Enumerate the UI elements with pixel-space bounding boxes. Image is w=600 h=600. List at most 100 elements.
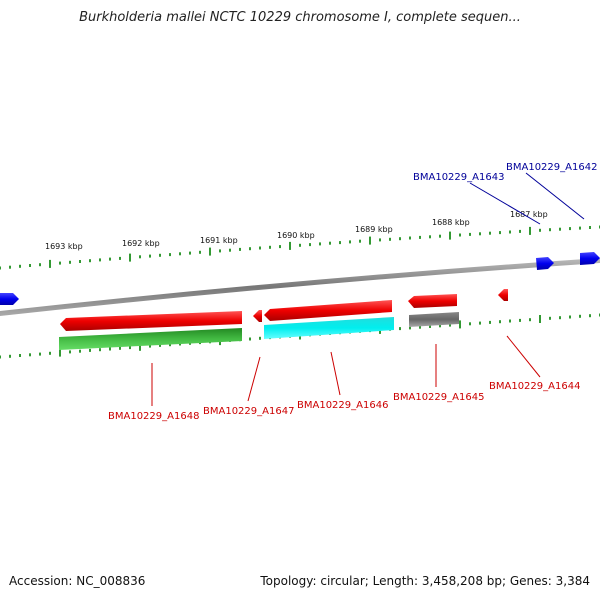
gene-label-BMA10229_A1647[interactable]: BMA10229_A1647 bbox=[203, 406, 294, 417]
genome-summary-text: Topology: circular; Length: 3,458,208 bp… bbox=[260, 574, 590, 588]
upper-scale-minor-tick bbox=[489, 231, 491, 235]
leader-line-A1646 bbox=[330, 351, 341, 396]
upper-scale-minor-tick bbox=[589, 226, 591, 229]
upper-scale-minor-tick bbox=[119, 256, 121, 260]
upper-scale-major-tick bbox=[449, 231, 451, 240]
gene-feature-BMA10229_A1648[interactable] bbox=[60, 311, 242, 331]
upper-scale-minor-tick bbox=[409, 236, 411, 240]
gene-feature-BMA10229_A1646[interactable] bbox=[264, 300, 392, 321]
gene-feature-forward-left[interactable] bbox=[0, 293, 19, 305]
scale-label-1690: 1690 kbp bbox=[277, 231, 315, 240]
upper-scale-minor-tick bbox=[79, 260, 81, 263]
upper-scale-minor-tick bbox=[299, 243, 301, 247]
upper-scale-minor-tick bbox=[349, 240, 351, 244]
upper-scale-minor-tick bbox=[149, 254, 151, 258]
gene-label-BMA10229_A1642[interactable]: BMA10229_A1642 bbox=[506, 162, 597, 173]
lower-scale-major-tick bbox=[59, 348, 61, 357]
upper-scale-minor-tick bbox=[39, 263, 41, 267]
gene-label-BMA10229_A1644[interactable]: BMA10229_A1644 bbox=[489, 381, 580, 392]
upper-scale-minor-tick bbox=[169, 253, 171, 257]
scale-label-1692: 1692 kbp bbox=[122, 239, 160, 248]
lower-scale-minor-tick bbox=[509, 319, 511, 323]
upper-scale-minor-tick bbox=[179, 252, 181, 256]
upper-scale-minor-tick bbox=[29, 264, 31, 267]
accession-text: Accession: NC_008836 bbox=[9, 574, 146, 588]
upper-scale-major-tick bbox=[289, 241, 291, 250]
lower-scale-minor-tick bbox=[129, 346, 131, 350]
lower-scale-minor-tick bbox=[409, 326, 411, 330]
upper-scale-minor-tick bbox=[399, 237, 401, 241]
upper-scale-minor-tick bbox=[379, 238, 381, 242]
upper-scale-minor-tick bbox=[99, 258, 101, 262]
upper-scale-minor-tick bbox=[469, 232, 471, 236]
upper-scale-minor-tick bbox=[499, 231, 501, 235]
upper-scale-minor-tick bbox=[309, 243, 311, 247]
lower-scale-minor-tick bbox=[259, 336, 261, 340]
gene-feature-BMA10229_A1645[interactable] bbox=[408, 294, 457, 308]
lower-scale-minor-tick bbox=[39, 352, 41, 356]
lower-scale-major-tick bbox=[539, 315, 541, 323]
gene-feature-BMA10229_A1642[interactable] bbox=[580, 252, 600, 265]
lower-scale-minor-tick bbox=[169, 343, 171, 347]
upper-scale-minor-tick bbox=[389, 237, 391, 241]
upper-scale-minor-tick bbox=[59, 261, 61, 265]
lower-scale-minor-tick bbox=[9, 354, 11, 358]
gene-label-BMA10229_A1645[interactable]: BMA10229_A1645 bbox=[393, 392, 484, 403]
gene-feature-BMA10229_A1647[interactable] bbox=[253, 310, 262, 322]
gene-label-BMA10229_A1643[interactable]: BMA10229_A1643 bbox=[413, 172, 504, 183]
gene-feature-BMA10229_A1644[interactable] bbox=[498, 289, 508, 301]
upper-scale-minor-tick bbox=[19, 264, 21, 268]
lower-scale-minor-tick bbox=[449, 323, 451, 327]
upper-scale-minor-tick bbox=[159, 253, 161, 257]
upper-scale-minor-tick bbox=[459, 233, 461, 237]
lower-scale-minor-tick bbox=[89, 348, 91, 352]
upper-scale-minor-tick bbox=[239, 247, 241, 251]
lower-scale-minor-tick bbox=[399, 327, 401, 331]
upper-scale-major-tick bbox=[49, 259, 51, 268]
lower-scale-minor-tick bbox=[549, 316, 551, 320]
cds-feature-cyan[interactable] bbox=[264, 317, 394, 339]
lower-scale-minor-tick bbox=[479, 321, 481, 325]
scale-label-1691: 1691 kbp bbox=[200, 236, 238, 245]
upper-scale-minor-tick bbox=[329, 241, 331, 245]
lower-scale-major-tick bbox=[139, 342, 141, 351]
gene-feature-BMA10229_A1643[interactable] bbox=[536, 257, 554, 270]
gene-label-BMA10229_A1648[interactable]: BMA10229_A1648 bbox=[108, 411, 199, 422]
cds-feature-green[interactable] bbox=[59, 328, 242, 350]
lower-scale-minor-tick bbox=[99, 348, 101, 352]
upper-scale-ring bbox=[0, 225, 600, 270]
upper-scale-minor-tick bbox=[269, 245, 271, 249]
upper-scale-minor-tick bbox=[199, 250, 201, 254]
upper-scale-minor-tick bbox=[219, 249, 221, 253]
scale-label-1689: 1689 kbp bbox=[355, 225, 393, 234]
upper-scale-minor-tick bbox=[339, 241, 341, 245]
scale-label-1687: 1687 kbp bbox=[510, 210, 548, 219]
lower-scale-minor-tick bbox=[439, 324, 441, 328]
lower-scale-minor-tick bbox=[69, 350, 71, 354]
lower-scale-minor-tick bbox=[79, 349, 81, 353]
upper-scale-minor-tick bbox=[249, 247, 251, 251]
upper-scale-minor-tick bbox=[569, 227, 571, 231]
leader-line-A1643 bbox=[469, 182, 541, 225]
upper-scale-minor-tick bbox=[69, 260, 71, 264]
page-title: Burkholderia mallei NCTC 10229 chromosom… bbox=[79, 10, 521, 25]
upper-scale-minor-tick bbox=[89, 259, 91, 263]
lower-scale-minor-tick bbox=[19, 354, 21, 357]
upper-scale-minor-tick bbox=[189, 251, 191, 255]
lower-scale-minor-tick bbox=[489, 320, 491, 324]
lower-scale-minor-tick bbox=[559, 316, 561, 320]
upper-scale-minor-tick bbox=[279, 245, 281, 249]
upper-scale-minor-tick bbox=[259, 246, 261, 250]
gene-label-BMA10229_A1646[interactable]: BMA10229_A1646 bbox=[297, 400, 388, 411]
lower-scale-minor-tick bbox=[49, 351, 51, 355]
upper-scale-minor-tick bbox=[439, 234, 441, 238]
cds-feature-gray[interactable] bbox=[409, 312, 459, 327]
chromosome-backbone bbox=[0, 258, 600, 316]
lower-scale-minor-tick bbox=[569, 315, 571, 319]
upper-scale-minor-tick bbox=[0, 266, 1, 270]
upper-scale-major-tick bbox=[369, 236, 371, 245]
upper-scale-minor-tick bbox=[509, 230, 511, 234]
upper-scale-major-tick bbox=[209, 247, 211, 256]
upper-scale-minor-tick bbox=[579, 226, 581, 230]
